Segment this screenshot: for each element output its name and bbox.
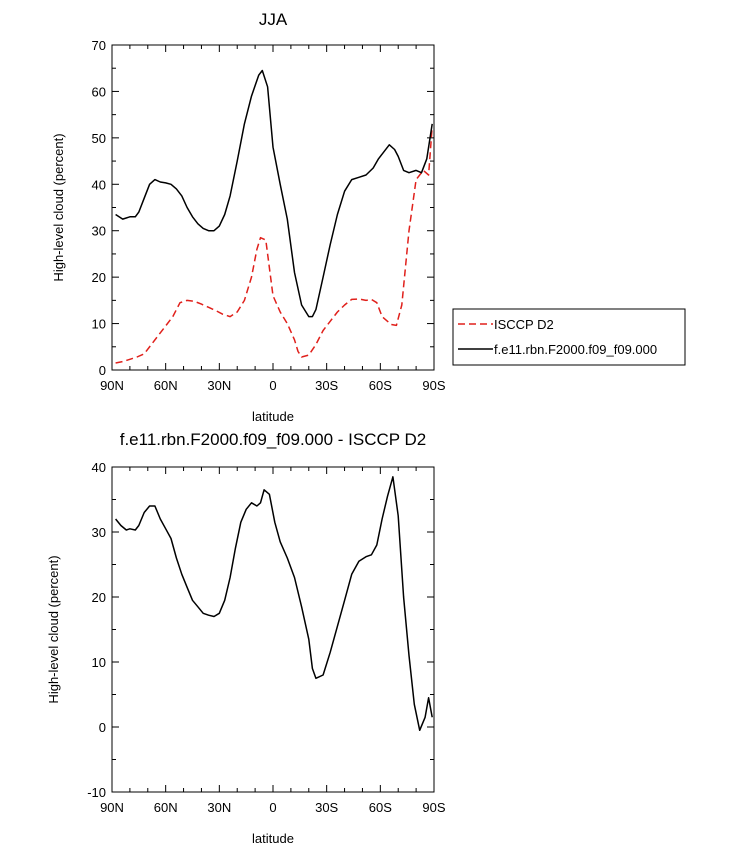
bottom-chart-xlabel: latitude — [252, 831, 294, 846]
x-tick-label: 90S — [422, 378, 445, 393]
x-tick-label: 0 — [269, 800, 276, 815]
y-tick-label: 70 — [92, 38, 106, 53]
top-chart-panel: JJA latitude High-level cloud (percent) … — [51, 10, 446, 424]
y-tick-label: 20 — [92, 270, 106, 285]
y-tick-label: 0 — [99, 720, 106, 735]
x-tick-label: 60S — [369, 800, 392, 815]
y-tick-label: 40 — [92, 177, 106, 192]
x-tick-label: 60S — [369, 378, 392, 393]
bottom-chart-panel: f.e11.rbn.F2000.f09_f09.000 - ISCCP D2 l… — [46, 430, 446, 846]
x-tick-label: 0 — [269, 378, 276, 393]
legend-model-label: f.e11.rbn.F2000.f09_f09.000 — [494, 342, 657, 357]
y-tick-label: 40 — [92, 460, 106, 475]
y-tick-label: 10 — [92, 317, 106, 332]
x-tick-label: 60N — [154, 800, 178, 815]
x-tick-label: 30N — [207, 378, 231, 393]
legend-box — [452, 308, 686, 366]
y-tick-label: 50 — [92, 131, 106, 146]
legend: ISCCP D2 f.e11.rbn.F2000.f09_f09.000 — [452, 308, 686, 366]
bottom-chart-frame — [111, 466, 435, 793]
bottom-chart-title: f.e11.rbn.F2000.f09_f09.000 - ISCCP D2 — [120, 430, 427, 449]
top-chart-ylabel: High-level cloud (percent) — [51, 133, 66, 281]
y-tick-label: 10 — [92, 655, 106, 670]
y-tick-label: 30 — [92, 224, 106, 239]
y-tick-label: 60 — [92, 84, 106, 99]
x-tick-label: 30S — [315, 378, 338, 393]
y-tick-label: 30 — [92, 525, 106, 540]
top-chart-xlabel: latitude — [252, 409, 294, 424]
x-tick-label: 60N — [154, 378, 178, 393]
top-chart-ticks: 90N 60N 30N 0 30S 60S 90S 0 10 20 30 40 50 60 70 — [92, 38, 446, 393]
bottom-chart-series — [115, 476, 433, 732]
series-line-difference — [115, 476, 433, 732]
x-tick-label: 90N — [100, 378, 124, 393]
x-tick-label: 90S — [422, 800, 445, 815]
top-chart-series — [115, 69, 433, 364]
x-tick-label: 30N — [207, 800, 231, 815]
top-chart-title: JJA — [259, 10, 288, 29]
x-tick-label: 30S — [315, 800, 338, 815]
top-chart-frame — [111, 44, 435, 371]
y-tick-label: 20 — [92, 590, 106, 605]
bottom-chart-ylabel: High-level cloud (percent) — [46, 555, 61, 703]
y-tick-label: -10 — [87, 785, 106, 800]
series-line-isccp-d2 — [115, 126, 433, 364]
bottom-chart-ticks: 90N 60N 30N 0 30S 60S 90S -10 0 10 20 30 40 — [87, 460, 446, 815]
y-tick-label: 0 — [99, 363, 106, 378]
series-line-f-e11-rbn-f2000-f09-f09-000 — [115, 69, 433, 318]
legend-isccp-label: ISCCP D2 — [494, 317, 554, 332]
x-tick-label: 90N — [100, 800, 124, 815]
